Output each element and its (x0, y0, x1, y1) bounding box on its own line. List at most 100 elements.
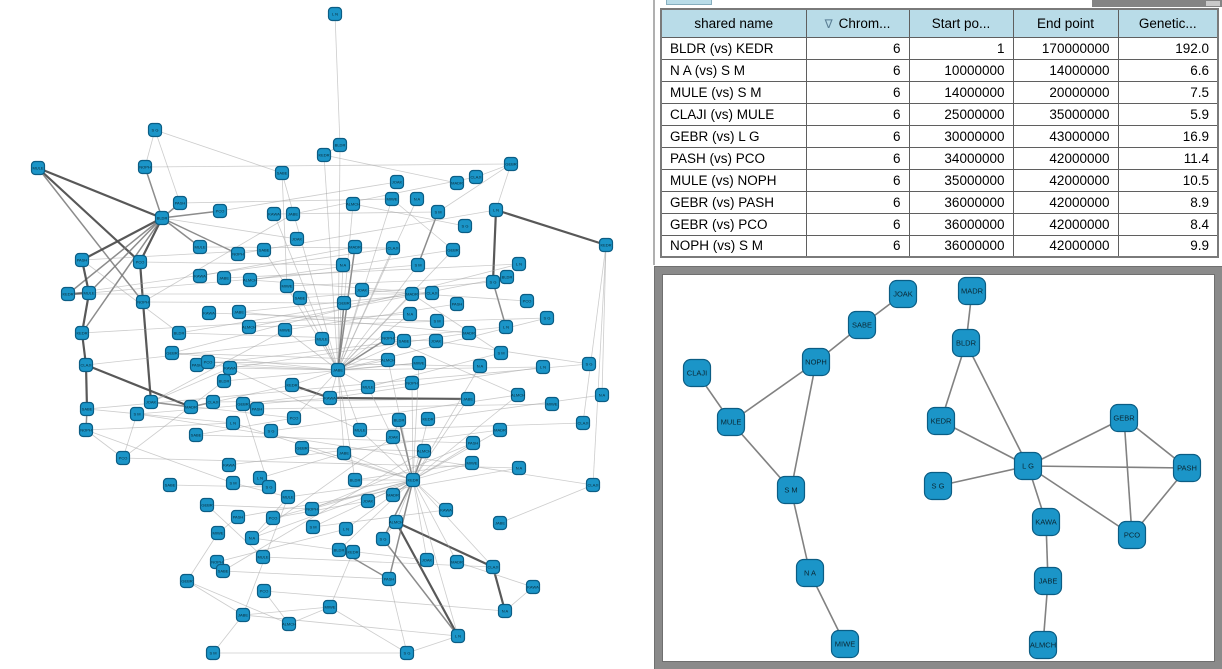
graph-node[interactable]: MULE (352, 422, 368, 438)
graph-node[interactable]: MADR (449, 554, 465, 570)
graph-node[interactable]: GEBR (235, 396, 251, 412)
graph-node[interactable]: S G (457, 218, 473, 234)
graph-node[interactable]: JABE (336, 445, 352, 461)
graph-node[interactable]: KEDR (345, 544, 361, 560)
graph-node[interactable]: N A (335, 257, 351, 273)
graph-node[interactable]: JABE (330, 362, 346, 378)
graph-node[interactable]: GEBR (445, 242, 461, 258)
graph-node[interactable]: KAWA (525, 579, 541, 595)
graph-node[interactable]: KEDR (60, 286, 76, 302)
graph-node[interactable]: N A (795, 558, 825, 588)
graph-node[interactable]: MULE (192, 239, 208, 255)
graph-node[interactable]: PCO (212, 203, 228, 219)
graph-node[interactable]: JOAK (419, 552, 435, 568)
graph-node[interactable]: MADR (183, 399, 199, 415)
graph-node[interactable]: PCO (256, 583, 272, 599)
graph-node[interactable]: MADR (461, 325, 477, 341)
graph-node[interactable]: S G (375, 531, 391, 547)
graph-node[interactable]: GEBR (503, 156, 519, 172)
table-row[interactable]: MULE (vs) NOPH 6 35000000 42000000 10.5 (660, 168, 1219, 192)
graph-node[interactable]: MADR (404, 286, 420, 302)
table-row[interactable]: PASH (vs) PCO 6 34000000 42000000 11.4 (660, 146, 1219, 170)
table-row[interactable]: GEBR (vs) PCO 6 36000000 42000000 8.4 (660, 212, 1219, 236)
table-cell[interactable]: CLAJI (vs) MULE (660, 102, 807, 126)
graph-node[interactable]: MULE (314, 331, 330, 347)
graph-node[interactable]: L N (511, 256, 527, 272)
table-cell[interactable]: 42000000 (1012, 190, 1119, 214)
graph-node[interactable]: S G (147, 122, 163, 138)
graph-node[interactable]: CLAJI (205, 394, 221, 410)
graph-node[interactable]: CLAJI (385, 240, 401, 256)
graph-node[interactable]: NOPH (404, 375, 420, 391)
graph-node[interactable]: MULE (30, 160, 46, 176)
table-cell[interactable]: 42000000 (1012, 212, 1119, 236)
table-tab-fragment[interactable] (666, 0, 712, 5)
table-cell[interactable]: GEBR (vs) L G (660, 124, 807, 148)
table-cell[interactable]: NOPH (vs) S M (660, 234, 807, 258)
graph-node[interactable]: N A (409, 191, 425, 207)
graph-node[interactable]: JOAK (143, 394, 159, 410)
graph-node[interactable]: L G (1013, 451, 1043, 481)
graph-node[interactable]: CLAJI (78, 357, 94, 373)
graph-node[interactable]: L N (535, 359, 551, 375)
table-row[interactable]: GEBR (vs) L G 6 30000000 43000000 16.9 (660, 124, 1219, 148)
table-cell[interactable]: 36000000 (908, 190, 1014, 214)
scrollbar-thumb[interactable] (1206, 1, 1220, 6)
graph-node[interactable]: KAWA (201, 305, 217, 321)
graph-node[interactable]: SABE (162, 477, 178, 493)
graph-node[interactable]: MIWE (544, 396, 560, 412)
graph-node[interactable]: N A (594, 387, 610, 403)
graph-node[interactable]: ALMCH (242, 272, 257, 288)
graph-node[interactable]: ALMCH (416, 443, 431, 459)
graph-node[interactable]: KAWA (438, 502, 454, 518)
graph-node[interactable]: JABE (492, 515, 508, 531)
graph-node[interactable]: SABE (274, 165, 290, 181)
graph-node[interactable]: L N (450, 628, 466, 644)
graph-node[interactable]: JABE (216, 270, 232, 286)
graph-node[interactable]: MIWE (322, 599, 338, 615)
graph-node[interactable]: S M (430, 204, 446, 220)
table-cell[interactable]: 42000000 (1012, 168, 1119, 192)
table-cell[interactable]: 6 (805, 234, 910, 258)
table-cell[interactable]: BLDR (vs) KEDR (660, 36, 807, 60)
graph-node[interactable]: KEDR (598, 237, 614, 253)
graph-node[interactable]: CLAJI (682, 358, 712, 388)
graph-node[interactable]: JABE (1033, 566, 1063, 596)
table-cell[interactable]: 6 (805, 146, 910, 170)
subnetwork-panel[interactable]: JOAK MADR SABE BLDR NOPH CLAJI MULE KEDR GEBR L G… (655, 267, 1222, 669)
graph-node[interactable]: CLAJI (485, 559, 501, 575)
table-row[interactable]: MULE (vs) S M 6 14000000 20000000 7.5 (660, 80, 1219, 104)
scrollbar-fragment[interactable] (1092, 0, 1222, 7)
graph-node[interactable]: PASH (230, 509, 246, 525)
graph-node[interactable]: NOPH (137, 159, 153, 175)
graph-node[interactable]: PCO (265, 510, 281, 526)
graph-node[interactable]: N A (402, 306, 418, 322)
graph-node[interactable]: ALMCH (388, 514, 403, 530)
graph-node[interactable]: CLAJI (585, 477, 601, 493)
table-cell[interactable]: 6 (805, 212, 910, 236)
graph-node[interactable]: SABE (215, 563, 231, 579)
table-cell[interactable]: GEBR (vs) PASH (660, 190, 807, 214)
graph-node[interactable]: S G (581, 356, 597, 372)
graph-node[interactable]: KAWA (1031, 507, 1061, 537)
graph-node[interactable]: GEBR (1109, 403, 1139, 433)
graph-node[interactable]: L N (327, 6, 343, 22)
graph-node[interactable]: PCO (200, 354, 216, 370)
graph-node[interactable]: SABE (79, 401, 95, 417)
graph-node[interactable]: KEDR (74, 325, 90, 341)
graph-node[interactable]: S G (399, 645, 415, 661)
graph-node[interactable]: S M (429, 313, 445, 329)
graph-node[interactable]: KEDR (316, 147, 332, 163)
graph-node[interactable]: SABE (256, 242, 272, 258)
graph-node[interactable]: N A (511, 460, 527, 476)
graph-node[interactable]: JABE (235, 607, 251, 623)
table-cell[interactable]: 6 (805, 124, 910, 148)
table-cell[interactable]: 192.0 (1117, 36, 1219, 60)
column-header-3[interactable]: End point (1012, 8, 1119, 38)
graph-node[interactable]: SABE (292, 290, 308, 306)
graph-node[interactable]: PCO (1117, 520, 1147, 550)
table-cell[interactable]: 42000000 (1012, 146, 1119, 170)
graph-node[interactable]: ALMCH (281, 616, 296, 632)
